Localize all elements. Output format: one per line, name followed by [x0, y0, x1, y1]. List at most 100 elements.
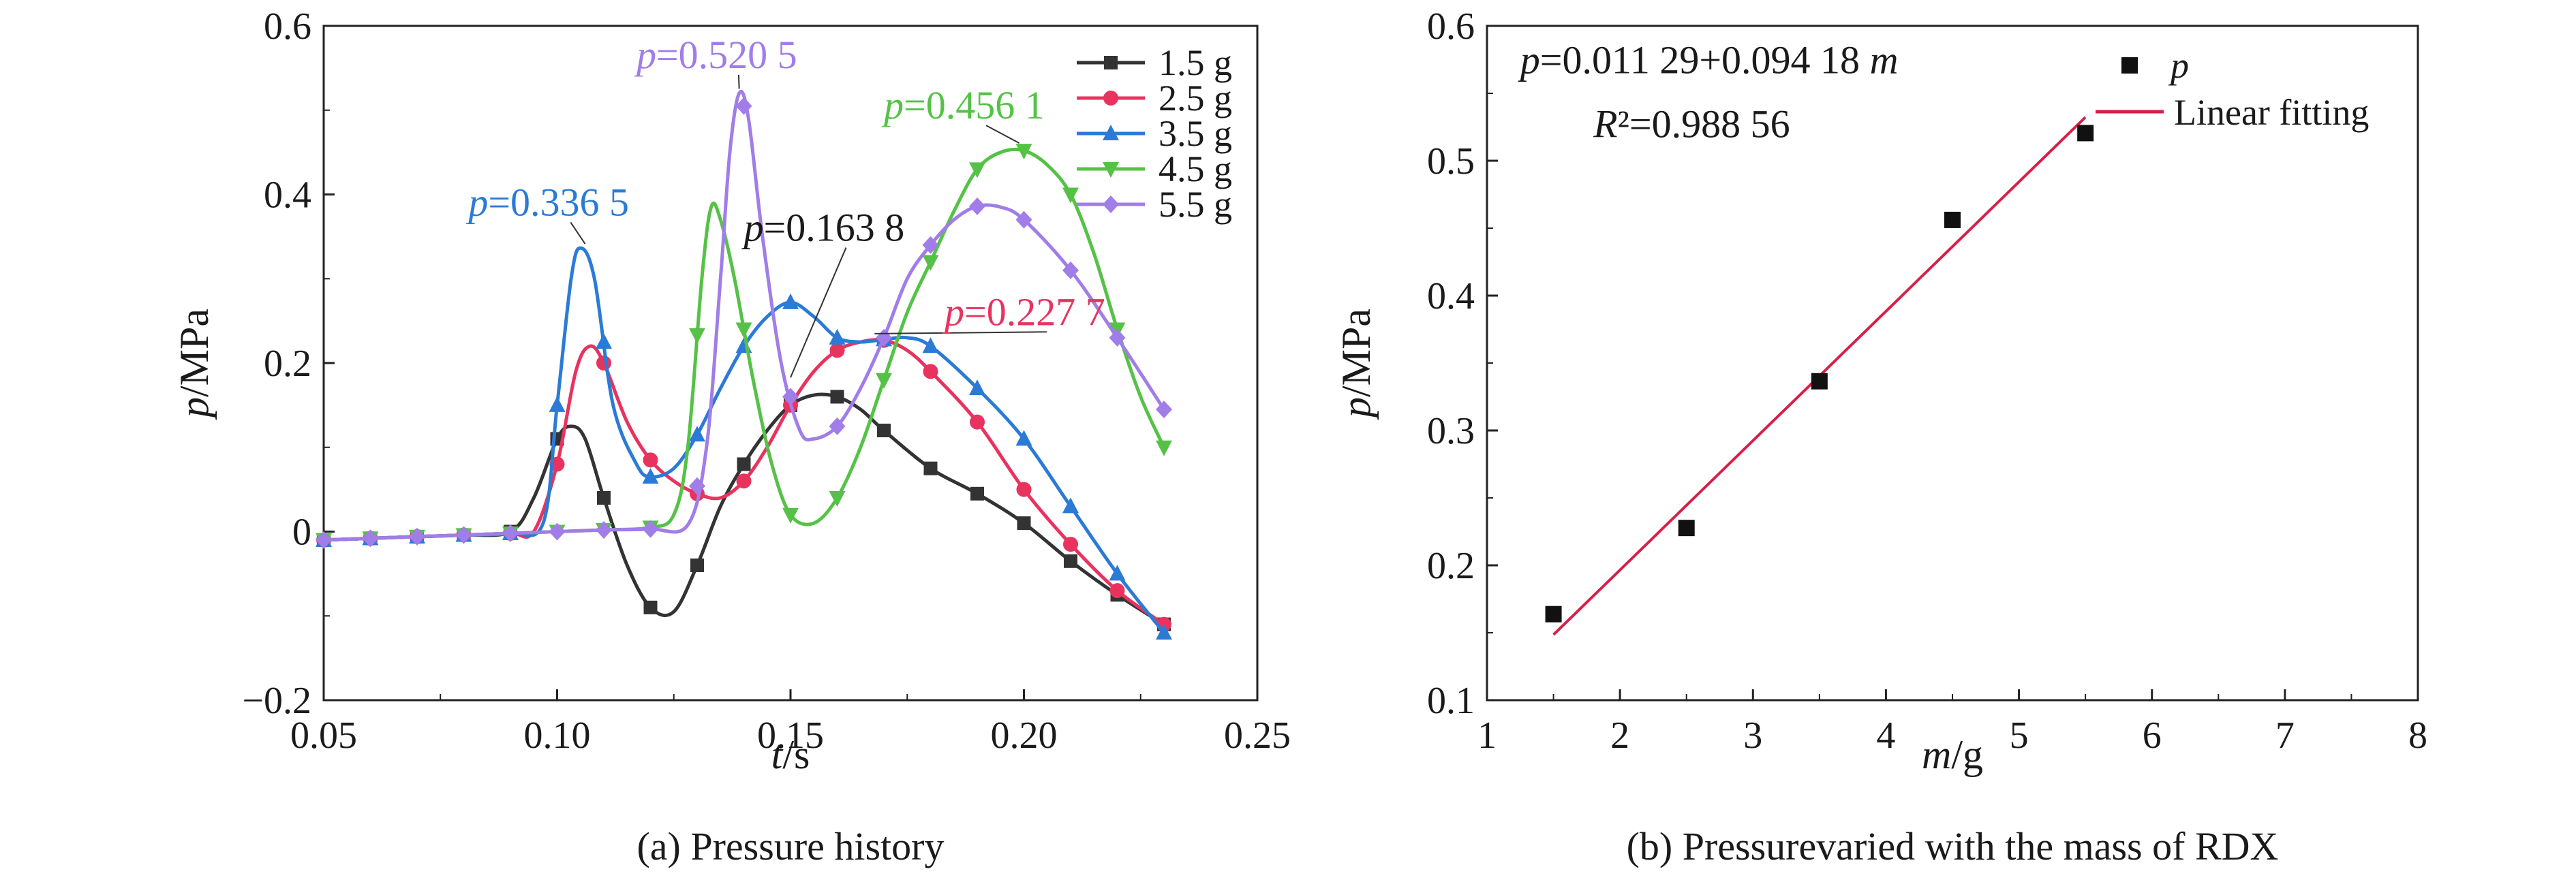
peak-annotation: p=0.163 8 [741, 206, 905, 378]
data-point [1062, 187, 1079, 204]
data-point [922, 236, 939, 254]
x-tick-label: 2 [1610, 714, 1629, 757]
peak-annotation: p=0.336 5 [465, 180, 629, 245]
annotation-label: p=0.163 8 [741, 206, 905, 250]
annotation-label: p=0.336 5 [465, 180, 629, 224]
data-point [2077, 125, 2094, 142]
y-tick-label: 0.1 [1427, 680, 1475, 722]
data-point [362, 529, 379, 548]
x-tick-label: 1 [1477, 714, 1497, 757]
data-point [782, 293, 799, 309]
legend-swatch-marker [1103, 195, 1119, 213]
data-point [643, 452, 658, 468]
legend-label: p [2168, 45, 2189, 86]
data-point [830, 390, 844, 404]
data-point [596, 521, 612, 539]
y-tick-label: 0.6 [264, 5, 311, 48]
data-point [782, 388, 799, 406]
data-point [1545, 606, 1562, 623]
data-point [736, 473, 752, 489]
legend: p Linear fitting [2096, 45, 2369, 133]
data-point [922, 337, 939, 353]
data-point [1811, 373, 1828, 390]
data-point [596, 356, 611, 371]
data-point [1017, 516, 1031, 531]
y-tick-label: 0.3 [1427, 410, 1475, 452]
data-point [735, 322, 752, 339]
data-point [1016, 482, 1032, 497]
data-point [969, 197, 985, 215]
data-point [689, 328, 705, 344]
data-point [1156, 440, 1172, 456]
x-tick-label: 4 [1876, 714, 1895, 757]
data-point [1944, 211, 1961, 228]
data-point [596, 333, 612, 349]
annotation-label: p=0.520 5 [634, 33, 797, 77]
data-point [877, 424, 891, 437]
x-axis-label: t/s [771, 732, 810, 777]
data-point [876, 373, 892, 389]
annotation-label: p=0.456 1 [881, 83, 1045, 127]
data-point [829, 417, 846, 435]
data-point [1063, 537, 1078, 552]
data-point [455, 526, 472, 544]
legend-label: 3.5 g [1159, 113, 1232, 154]
data-point [970, 486, 984, 501]
data-point [502, 524, 519, 542]
y-tick-label: 0 [292, 512, 311, 554]
pressure-vs-mass-chart: 1 2 3 4 5 6 7 8 0.1 0.2 0.3 0.4 0.5 0.6 m/g p/MPa (b) Pr… [1334, 5, 2427, 868]
data-point [690, 559, 704, 572]
data-point [1109, 328, 1126, 347]
data-point [969, 379, 985, 396]
peak-annotation: p=0.227 7 [874, 289, 1105, 334]
x-tick-label: 0.15 [757, 714, 824, 757]
data-point [1062, 261, 1079, 279]
x-tick-label: 8 [2408, 714, 2427, 757]
x-tick-label: 0.20 [991, 714, 1058, 757]
x-tick-label: 5 [2010, 714, 2029, 757]
data-point [737, 457, 751, 471]
y-tick-label: 0.4 [1427, 275, 1475, 317]
x-tick-label: 0.10 [524, 714, 591, 757]
y-axis-label: p/MPa [172, 309, 217, 420]
peak-annotation: p=0.456 1 [881, 83, 1045, 144]
data-point [689, 477, 705, 495]
data-point [829, 343, 845, 358]
annotation-leader [985, 125, 1020, 144]
y-tick-label: 0.5 [1427, 140, 1475, 183]
chart-caption: (a) Pressure history [637, 824, 944, 868]
legend-swatch-marker [2121, 57, 2138, 74]
data-point [829, 491, 846, 507]
x-tick-label: 6 [2143, 714, 2162, 757]
data-point [597, 491, 611, 505]
pressure-history-chart: 0.05 0.10 0.15 0.20 0.25 −0.2 0 0.2 0.4 0.6 t/s p/M… [172, 5, 1291, 868]
data-point [1062, 497, 1079, 514]
legend-label: 2.5 g [1159, 78, 1232, 119]
x-tick-label: 0.05 [290, 714, 357, 757]
data-point [1064, 554, 1077, 568]
legend-label: 4.5 g [1159, 148, 1232, 189]
data-point [923, 461, 938, 475]
data-point [923, 364, 938, 379]
legend: 1.5 g2.5 g3.5 g4.5 g5.5 g [1077, 42, 1232, 225]
x-axis-label: m/g [1922, 732, 1983, 777]
data-point [1678, 520, 1695, 537]
y-tick-label: 0.2 [264, 343, 311, 385]
legend-swatch-marker [1103, 162, 1119, 178]
data-point [782, 507, 799, 524]
legend-label: 5.5 g [1159, 184, 1232, 225]
x-tick-label: 7 [2275, 714, 2295, 757]
data-point [549, 396, 566, 412]
data-point [642, 520, 659, 538]
data-point [1156, 624, 1172, 640]
data-point [689, 426, 705, 442]
x-tick-label: 3 [1743, 714, 1762, 757]
annotation-leader [570, 221, 586, 245]
data-point [829, 328, 846, 345]
peak-annotation: p=0.520 5 [634, 33, 797, 89]
y-tick-label: 0.2 [1427, 545, 1475, 587]
fit-equation: p=0.011 29+0.094 18 m [1518, 37, 1899, 82]
annotation-label: p=0.227 7 [942, 289, 1105, 334]
